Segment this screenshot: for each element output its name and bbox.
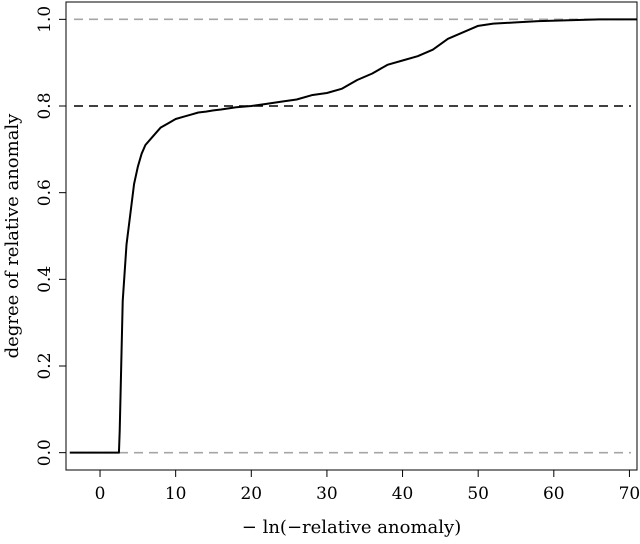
- x-tick-label: 60: [543, 484, 565, 504]
- x-axis-title: − ln(−relative anomaly): [242, 517, 461, 538]
- y-tick-label: 0.8: [35, 92, 55, 119]
- x-tick-label: 30: [316, 484, 338, 504]
- x-axis: 0 10 20 30 40 50 60 70: [95, 470, 640, 504]
- y-tick-label: 0.4: [35, 266, 55, 293]
- x-tick-label: 70: [619, 484, 640, 504]
- plot-frame: [65, 1, 638, 471]
- y-axis: 0.0 0.2 0.4 0.6 0.8 1.0: [35, 6, 66, 466]
- x-tick-label: 50: [467, 484, 489, 504]
- x-tick-label: 10: [165, 484, 187, 504]
- x-tick-label: 20: [240, 484, 262, 504]
- reference-lines: [74, 18, 631, 454]
- y-tick-label: 0.6: [35, 179, 55, 206]
- x-tick-label: 40: [392, 484, 414, 504]
- y-tick-label: 0.0: [35, 439, 55, 466]
- y-tick-label: 1.0: [35, 6, 55, 33]
- series-line-0: [69, 18, 637, 454]
- y-axis-title: degree of relative anomaly: [2, 113, 23, 359]
- x-tick-label: 0: [95, 484, 106, 504]
- series-layer: [69, 18, 637, 454]
- y-tick-label: 0.2: [35, 352, 55, 379]
